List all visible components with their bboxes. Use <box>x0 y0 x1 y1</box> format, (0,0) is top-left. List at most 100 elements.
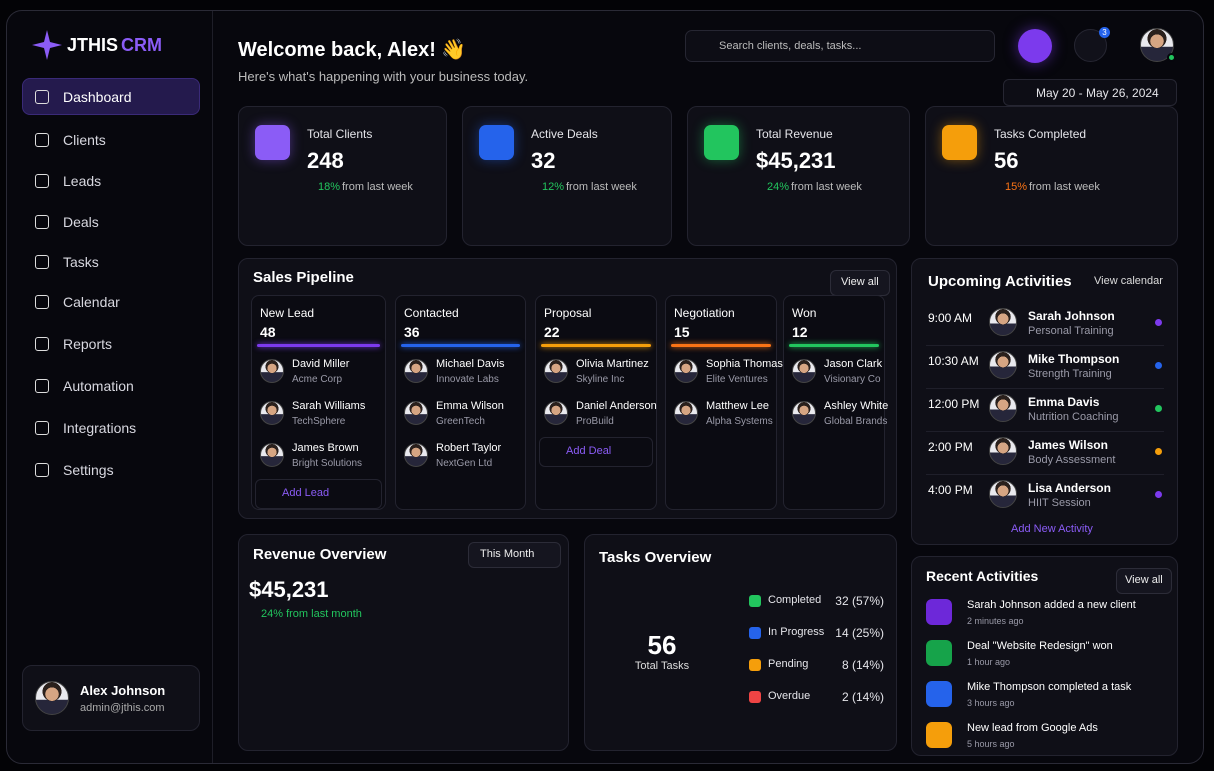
nav-item[interactable]: Calendar <box>63 293 120 310</box>
separator <box>926 431 1164 432</box>
nav-item[interactable]: Clients <box>63 131 106 148</box>
activity-desc: HIIT Session <box>1028 497 1091 510</box>
nav-icon <box>35 133 49 147</box>
column-name: Negotiation <box>674 305 735 320</box>
view-all-button[interactable]: View all <box>830 270 890 296</box>
nav-item[interactable]: Leads <box>63 172 102 189</box>
nav-item[interactable]: Dashboard <box>63 88 132 105</box>
nav-icon <box>35 255 49 269</box>
nav-item[interactable]: Reports <box>63 335 113 352</box>
activity-time: 9:00 AM <box>928 310 973 325</box>
activity-name: Mike Thompson <box>1028 351 1120 366</box>
deal-company: TechSphere <box>292 416 346 427</box>
activity-desc: Personal Training <box>1028 325 1114 338</box>
recent-title: Recent Activities <box>926 567 1039 584</box>
nav-icon <box>35 90 49 104</box>
deal-company: Visionary Co <box>824 374 881 385</box>
date-button[interactable] <box>1003 79 1177 106</box>
activity-name: James Wilson <box>1028 437 1108 452</box>
recent-text: Deal "Website Redesign" won <box>967 640 1113 653</box>
deal-name: Daniel Anderson <box>576 400 657 413</box>
legend-swatch <box>749 691 761 703</box>
column-count: 22 <box>544 323 560 340</box>
stat-change-text: from last week <box>566 181 637 194</box>
stat-icon <box>255 125 290 160</box>
recent-icon <box>926 640 952 666</box>
add-activity[interactable]: Add New Activity <box>1011 523 1093 536</box>
stat-label: Total Clients <box>307 126 373 141</box>
avatar <box>404 401 428 425</box>
add-button[interactable] <box>1018 29 1052 63</box>
deal-company: Innovate Labs <box>436 374 499 385</box>
nav-item[interactable]: Deals <box>63 213 99 230</box>
tasks-card <box>584 534 897 751</box>
recent-text: Mike Thompson completed a task <box>967 681 1132 694</box>
column-name: New Lead <box>260 305 315 320</box>
column-name: Contacted <box>404 305 459 320</box>
date-range: May 20 - May 26, 2024 <box>1036 85 1159 100</box>
nav-item[interactable]: Settings <box>63 461 114 478</box>
legend-label: Overdue <box>768 690 811 703</box>
avatar <box>792 401 816 425</box>
avatar <box>35 681 69 715</box>
stat-change: 15% <box>1005 181 1028 194</box>
avatar <box>674 359 698 383</box>
view-all-button[interactable]: View all <box>1116 568 1172 594</box>
stat-icon <box>479 125 514 160</box>
recent-icon <box>926 722 952 748</box>
nav-item[interactable]: Integrations <box>63 419 137 436</box>
activity-time: 2:00 PM <box>928 439 973 454</box>
search-box[interactable] <box>685 30 995 62</box>
column-count: 12 <box>792 323 808 340</box>
deal-name: Robert Taylor <box>436 442 502 455</box>
avatar <box>674 401 698 425</box>
stat-change-text: from last week <box>342 181 413 194</box>
activity-time: 10:30 AM <box>928 353 979 368</box>
sidebar-divider <box>212 11 213 763</box>
add-button[interactable] <box>539 437 653 467</box>
page-title: Welcome back, Alex! 👋 <box>238 39 467 61</box>
filter-label: This Month <box>480 548 535 561</box>
legend-value: 32 (57%) <box>835 593 884 608</box>
stat-change-text: from last week <box>791 181 862 194</box>
deal-company: Global Brands <box>824 416 888 427</box>
add-label: Add Deal <box>566 445 612 458</box>
nav-item[interactable]: Tasks <box>63 253 99 270</box>
brand-suffix: CRM <box>121 35 162 56</box>
pipeline-title: Sales Pipeline <box>253 269 354 286</box>
legend-value: 2 (14%) <box>841 689 884 704</box>
deal-name: Jason Clark <box>824 358 883 371</box>
column-bar <box>541 344 651 347</box>
deal-name: James Brown <box>292 442 359 455</box>
activity-time: 12:00 PM <box>928 396 980 411</box>
nav-icon <box>35 295 49 309</box>
user-email: admin@jthis.com <box>80 702 165 715</box>
add-button[interactable] <box>255 479 382 509</box>
column-bar <box>671 344 771 347</box>
stat-value: $45,231 <box>756 147 836 173</box>
nav-active[interactable] <box>22 78 200 115</box>
view-calendar[interactable]: View calendar <box>1094 275 1163 288</box>
activity-dot <box>1155 319 1162 326</box>
user-name: Alex Johnson <box>80 683 166 699</box>
deal-company: Elite Ventures <box>706 374 768 385</box>
column-bar <box>401 344 520 347</box>
deal-company: Skyline Inc <box>576 374 625 385</box>
deal-name: Ashley White <box>824 400 889 413</box>
legend-label: Completed <box>768 594 822 607</box>
column-count: 48 <box>260 323 276 340</box>
separator <box>926 388 1164 389</box>
nav-item[interactable]: Automation <box>63 377 134 394</box>
filter-button[interactable] <box>468 542 561 568</box>
recent-time: 2 minutes ago <box>967 615 1024 626</box>
stat-change-text: from last week <box>1029 181 1100 194</box>
brand-name: JTHIS <box>67 35 119 56</box>
avatar <box>544 401 568 425</box>
avatar <box>404 359 428 383</box>
deal-company: Acme Corp <box>292 374 343 385</box>
activity-desc: Nutrition Coaching <box>1028 411 1119 424</box>
avatar <box>989 308 1017 336</box>
legend-value: 8 (14%) <box>841 657 884 672</box>
nav-icon <box>35 463 49 477</box>
